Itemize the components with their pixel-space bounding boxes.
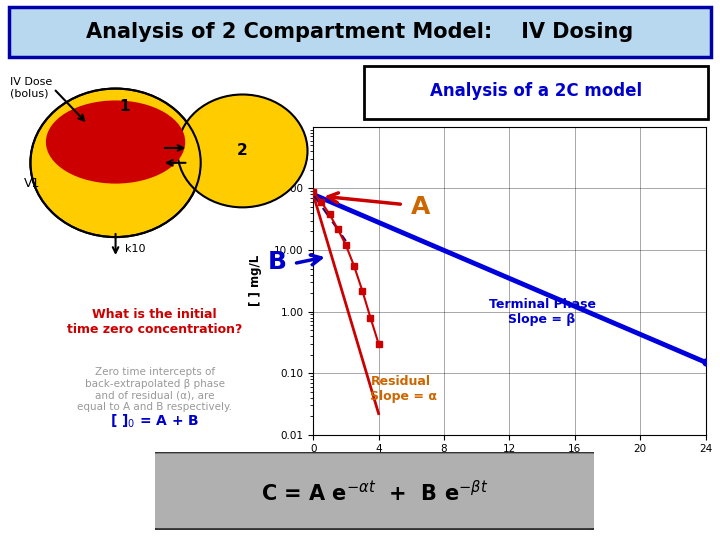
- Text: 1: 1: [120, 99, 130, 114]
- Text: B: B: [268, 250, 287, 274]
- Ellipse shape: [30, 89, 201, 237]
- Text: IV Dose
(bolus): IV Dose (bolus): [10, 77, 53, 98]
- Text: What is the initial
time zero concentration?: What is the initial time zero concentrat…: [67, 308, 243, 336]
- Text: k10: k10: [125, 244, 145, 254]
- Text: Analysis of a 2C model: Analysis of a 2C model: [430, 82, 642, 100]
- Text: Zero time intercepts of
back-extrapolated β phase
and of residual (α), are
equal: Zero time intercepts of back-extrapolate…: [77, 367, 233, 412]
- Text: 2: 2: [237, 144, 248, 158]
- Text: C = A e$^{-\alpha t}$  +  B e$^{-\beta t}$: C = A e$^{-\alpha t}$ + B e$^{-\beta t}$: [261, 480, 488, 505]
- Text: [ ]$_0$ = A + B: [ ]$_0$ = A + B: [110, 412, 199, 429]
- Text: Terminal Phase
Slope = β: Terminal Phase Slope = β: [489, 298, 595, 326]
- FancyBboxPatch shape: [146, 452, 603, 530]
- Ellipse shape: [46, 100, 185, 184]
- Ellipse shape: [178, 94, 307, 207]
- Text: A: A: [411, 195, 431, 219]
- FancyBboxPatch shape: [364, 65, 708, 119]
- Text: Analysis of 2 Compartment Model:    IV Dosing: Analysis of 2 Compartment Model: IV Dosi…: [86, 22, 634, 42]
- Text: V1: V1: [24, 177, 40, 190]
- X-axis label: Hours: Hours: [490, 460, 529, 473]
- Text: Residual
Slope = α: Residual Slope = α: [370, 375, 438, 403]
- Y-axis label: [ ] mg/L: [ ] mg/L: [249, 255, 262, 306]
- FancyBboxPatch shape: [9, 7, 711, 57]
